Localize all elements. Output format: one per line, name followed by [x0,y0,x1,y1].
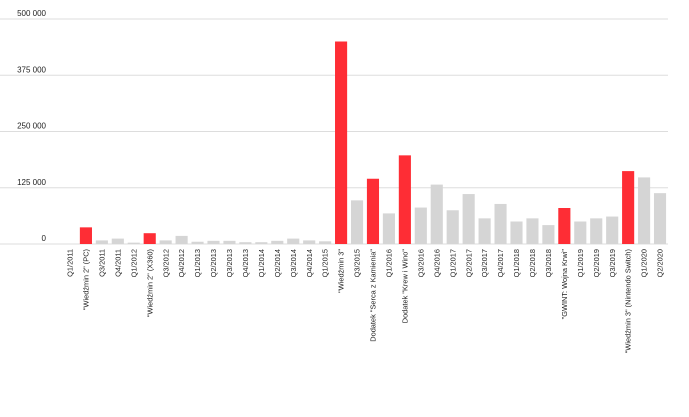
bar [175,235,188,244]
x-tick-label: Dodatek "Krew i Wino" [400,249,409,324]
x-tick-label: Q3/2019 [608,249,617,277]
bar [159,240,172,244]
bar [303,240,316,244]
gridlines [0,18,668,245]
x-tick-label: Q2/2019 [592,249,601,277]
bar [271,240,284,244]
x-tick-label: Q1/2011 [66,249,75,277]
bar [287,238,300,244]
x-tick-label: "Wiedźmin 2" (PC) [82,249,91,310]
x-tick-label: Dodatek "Serca z Kamienia" [369,249,378,342]
bar [510,221,523,244]
y-tick-label: 500 000 [17,9,46,18]
bar [430,184,443,244]
x-tick-label: Q3/2011 [97,249,106,277]
bar [319,241,332,244]
bar [638,177,651,244]
bar [558,208,571,244]
bar [478,218,491,244]
x-tick-label: Q2/2014 [273,249,282,277]
x-tick-label: Q4/2012 [177,249,186,277]
bar [398,155,411,244]
bar [542,225,555,244]
x-tick-label: Q1/2012 [129,249,138,277]
bar [111,238,124,244]
x-tick-label: Q4/2013 [241,249,250,277]
x-tick-label: "Wiedźmin 3" (Nintendo Switch) [624,249,633,353]
x-axis: Q1/2011 "Wiedźmin 2" (PC) Q3/2011 Q4/2011 Q1… [66,249,665,354]
x-tick-label: Q3/2017 [480,249,489,277]
bar [95,240,108,244]
bar [494,203,507,244]
x-tick-label: Q3/2013 [225,249,234,277]
bar [143,233,156,244]
x-tick-label: Q1/2020 [640,249,649,277]
bar [239,242,252,244]
x-tick-label: Q1/2017 [448,249,457,277]
x-tick-label: Q2/2017 [464,249,473,277]
bar [526,218,539,244]
x-tick-label: Q4/2016 [432,249,441,277]
x-tick-label: Q4/2011 [113,249,122,277]
bar [335,41,348,244]
x-tick-label: Q2/2018 [528,249,537,277]
bar [653,193,667,244]
x-tick-label: Q3/2015 [353,249,362,277]
bar [382,213,395,244]
bar [446,210,459,244]
y-tick-label: 375 000 [17,65,46,74]
bar [462,194,475,244]
bar [622,171,635,244]
x-tick-label: Q4/2017 [496,249,505,277]
bar [207,240,220,244]
bar [590,218,603,244]
x-tick-label: "GWINT: Wojna Krwi" [560,249,569,320]
x-tick-label: Q3/2012 [161,249,170,277]
bar [79,227,92,244]
x-tick-label: Q4/2014 [305,249,314,277]
x-tick-label: Q1/2016 [385,249,394,277]
x-tick-label: "Wiedźmin 3" [337,249,346,293]
bar [191,241,204,244]
x-tick-label: Q3/2016 [416,249,425,277]
bar [414,207,427,244]
y-tick-label: 125 000 [17,178,46,187]
bar [350,200,364,244]
y-tick-label: 250 000 [17,122,46,131]
bar [127,242,140,244]
x-tick-label: "Wiedźmin 2" (X360) [145,249,154,317]
x-tick-label: Q1/2013 [193,249,202,277]
bar [574,221,587,244]
bar [366,178,380,244]
bar [606,216,619,244]
y-axis: 0 125 000 250 000 375 000 500 000 [17,9,46,243]
x-tick-label: Q3/2018 [544,249,553,277]
x-tick-label: Q1/2015 [321,249,330,277]
bar [223,240,236,244]
x-tick-label: Q2/2013 [209,249,218,277]
x-tick-label: Q1/2018 [512,249,521,277]
x-tick-label: Q3/2014 [289,249,298,277]
bars [79,41,667,244]
x-tick-label: Q2/2020 [656,249,665,277]
x-tick-label: Q1/2014 [257,249,266,277]
x-tick-label: Q1/2019 [576,249,585,277]
y-tick-label: 0 [42,234,47,243]
bar [255,242,268,244]
